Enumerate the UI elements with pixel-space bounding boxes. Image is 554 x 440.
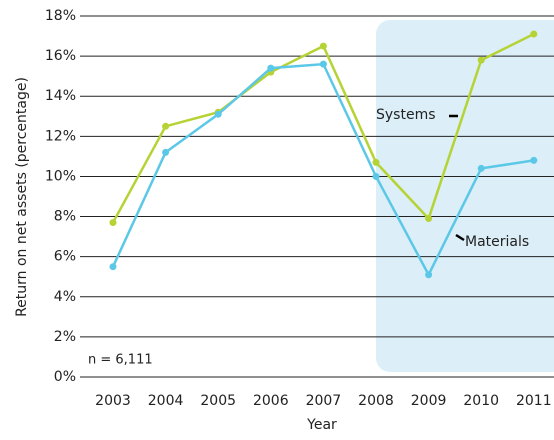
x-axis-label: Year xyxy=(306,417,337,433)
highlight-region xyxy=(376,20,554,372)
data-point xyxy=(530,156,538,164)
x-tick-label: 2006 xyxy=(253,393,289,409)
data-point xyxy=(319,42,327,50)
y-tick-label: 10% xyxy=(45,168,76,184)
series-label: Materials xyxy=(465,234,529,250)
data-point xyxy=(109,219,117,227)
data-point xyxy=(267,64,275,72)
label-tick xyxy=(455,233,465,242)
x-tick-label: 2003 xyxy=(95,393,131,409)
data-point xyxy=(162,148,170,156)
y-axis-label: Return on net assets (percentage) xyxy=(14,77,30,317)
y-tick-label: 18% xyxy=(45,8,76,24)
data-point xyxy=(162,122,170,130)
data-point xyxy=(109,263,117,271)
x-tick-label: 2004 xyxy=(148,393,184,409)
data-point xyxy=(530,30,538,38)
data-point xyxy=(214,110,222,118)
y-tick-label: 14% xyxy=(45,88,76,104)
data-point xyxy=(372,172,380,180)
x-tick-label: 2008 xyxy=(358,393,394,409)
y-tick-label: 16% xyxy=(45,48,76,64)
y-tick-label: 4% xyxy=(54,289,76,305)
x-tick-label: 2010 xyxy=(463,393,499,409)
y-tick-label: 8% xyxy=(54,209,76,225)
x-tick-label: 2011 xyxy=(516,393,552,409)
y-tick-label: 2% xyxy=(54,329,76,345)
sample-size-note: n = 6,111 xyxy=(88,353,153,368)
data-point xyxy=(477,56,485,64)
x-tick-label: 2005 xyxy=(200,393,236,409)
data-point xyxy=(372,158,380,166)
data-point xyxy=(425,271,433,279)
y-tick-label: 6% xyxy=(54,249,76,265)
data-point xyxy=(319,60,327,68)
data-point xyxy=(425,215,433,223)
data-point xyxy=(477,164,485,172)
x-tick-label: 2009 xyxy=(411,393,447,409)
x-tick-label: 2007 xyxy=(306,393,342,409)
y-tick-label: 12% xyxy=(45,128,76,144)
y-tick-label: 0% xyxy=(54,369,76,385)
series-label: Systems xyxy=(376,107,436,123)
